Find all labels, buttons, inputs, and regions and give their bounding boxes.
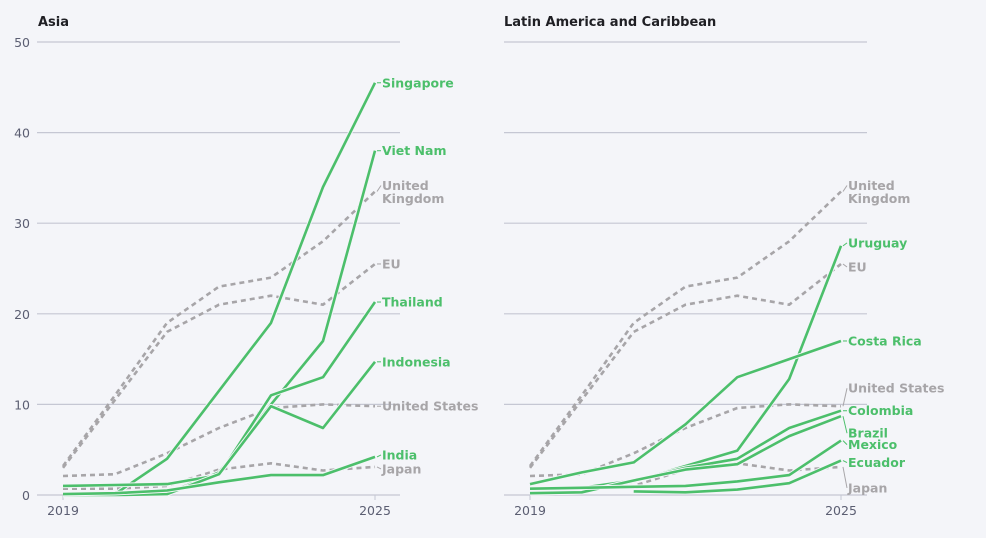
series-line-costa-rica <box>529 339 842 486</box>
series-label: Kingdom <box>382 191 444 206</box>
series-line-united-kingdom <box>528 190 842 467</box>
series-line-viet-nam <box>63 150 377 497</box>
label-connector <box>376 466 382 470</box>
y-tick-label: 0 <box>22 488 30 503</box>
label-connector <box>842 185 848 192</box>
series-label: Costa Rica <box>848 333 922 348</box>
x-tick-label: 2025 <box>359 503 391 518</box>
series-line-united-states <box>529 403 842 478</box>
series-label: EU <box>382 256 401 271</box>
series-label: Uruguay <box>848 235 907 250</box>
label-connector <box>842 466 848 489</box>
label-connector <box>376 454 382 458</box>
y-tick-label: 10 <box>14 397 30 412</box>
label-connector <box>842 263 848 268</box>
label-connector <box>842 388 848 407</box>
panel-title: Asia <box>38 15 69 30</box>
series-label: United <box>382 178 429 193</box>
series-line-ecuador <box>633 459 842 494</box>
label-connector <box>842 460 848 464</box>
series-label: Kingdom <box>848 191 910 206</box>
series-label: Singapore <box>382 75 454 90</box>
series-label: United States <box>382 399 478 414</box>
x-tick-label: 2019 <box>47 503 79 518</box>
label-connector <box>842 242 848 247</box>
y-tick-label: 20 <box>14 307 30 322</box>
series-label: Viet Nam <box>382 143 446 158</box>
series-label: EU <box>848 259 867 274</box>
series-label: Indonesia <box>382 354 451 369</box>
label-connector <box>842 416 848 434</box>
label-connector <box>842 440 848 445</box>
series-halo <box>529 244 844 496</box>
series-label: United States <box>848 381 944 396</box>
series-label: India <box>382 447 417 462</box>
y-tick-label: 50 <box>14 35 30 50</box>
series-line-mexico <box>529 439 842 490</box>
series-label: Japan <box>847 480 887 495</box>
y-tick-label: 40 <box>14 126 30 141</box>
series-line-japan <box>63 462 376 490</box>
panel-title: Latin America and Caribbean <box>504 15 716 30</box>
series-line-eu <box>528 262 842 469</box>
series-label: United <box>848 178 895 193</box>
x-tick-label: 2025 <box>825 503 857 518</box>
series-line-india <box>62 455 376 496</box>
series-line-japan <box>530 462 842 490</box>
series-label: Mexico <box>848 437 898 452</box>
series-line-united-states <box>62 403 376 478</box>
series-halo <box>62 81 378 498</box>
series-label: Brazil <box>848 426 888 441</box>
series-line-eu <box>61 262 376 469</box>
series-label: Japan <box>381 461 421 476</box>
series-label: Thailand <box>382 295 443 310</box>
series-label: Ecuador <box>848 455 906 470</box>
series-line-singapore <box>62 82 377 497</box>
y-tick-label: 30 <box>14 216 30 231</box>
series-label: Colombia <box>848 403 913 418</box>
label-connector <box>376 185 382 192</box>
series-line-brazil <box>529 414 842 495</box>
x-tick-label: 2019 <box>514 503 546 518</box>
